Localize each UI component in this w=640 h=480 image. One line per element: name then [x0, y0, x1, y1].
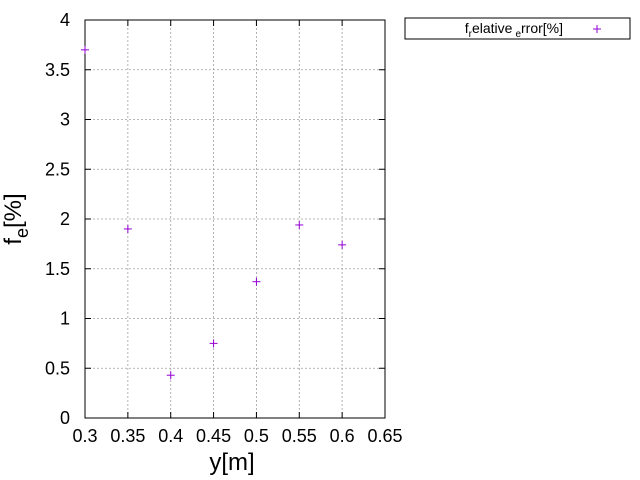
x-tick-label: 0.4 [158, 426, 183, 446]
data-point [252, 277, 261, 286]
x-tick-label: 0.55 [282, 426, 317, 446]
x-tick-label: 0.6 [330, 426, 355, 446]
data-point [123, 224, 132, 233]
data-point [209, 339, 218, 348]
y-tick-label: 2 [60, 209, 70, 229]
y-tick-label: 3.5 [45, 60, 70, 80]
y-axis-label: fe[%] [0, 193, 32, 244]
y-tick-label: 0 [60, 408, 70, 428]
x-tick-label: 0.45 [196, 426, 231, 446]
legend: frelative error[%] [404, 17, 631, 40]
x-axis-label: y[m] [209, 449, 254, 476]
y-tick-label: 0.5 [45, 358, 70, 378]
data-point [295, 220, 304, 229]
x-tick-label: 0.3 [72, 426, 97, 446]
data-point [166, 371, 175, 380]
data-point [81, 45, 89, 54]
legend-box [404, 17, 631, 40]
legend-label: frelative error[%] [465, 20, 563, 40]
x-tick-label: 0.5 [244, 426, 269, 446]
x-tick-label: 0.35 [110, 426, 145, 446]
data-points [81, 45, 347, 380]
y-tick-label: 1.5 [45, 259, 70, 279]
y-tick-labels: 0 0.5 1 1.5 2 2.5 3 3.5 4 [45, 10, 70, 428]
legend-marker [593, 25, 601, 33]
x-tick-labels: 0.3 0.35 0.4 0.45 0.5 0.55 0.6 0.65 [72, 426, 402, 446]
data-point [338, 240, 347, 249]
y-tick-label: 1 [60, 309, 70, 329]
y-tick-label: 4 [60, 10, 70, 30]
y-tick-label: 2.5 [45, 159, 70, 179]
grid [85, 20, 385, 418]
x-tick-label: 0.65 [367, 426, 402, 446]
y-tick-label: 3 [60, 110, 70, 130]
tick-marks [84, 19, 386, 419]
